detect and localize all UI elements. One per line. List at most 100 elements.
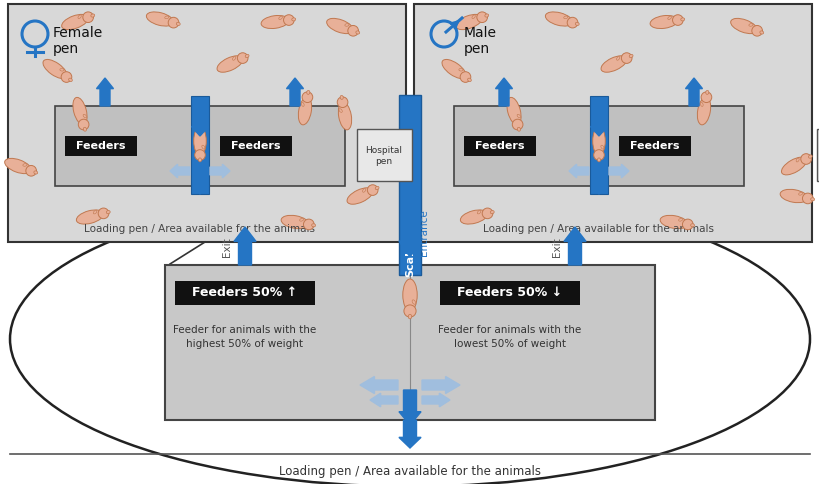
Ellipse shape [165,16,169,19]
Ellipse shape [299,218,303,221]
FancyArrow shape [422,393,450,407]
Ellipse shape [477,211,480,214]
Ellipse shape [699,102,702,106]
Text: Feeders 50% ↓: Feeders 50% ↓ [457,287,562,300]
Text: Exit: Exit [551,237,561,257]
FancyArrow shape [286,78,303,106]
Ellipse shape [311,224,315,227]
Ellipse shape [678,218,682,221]
Ellipse shape [298,97,311,125]
Ellipse shape [408,315,411,319]
Ellipse shape [147,12,174,26]
Bar [219,136,292,156]
Text: Feeder for animals with the
lowest 50% of weight: Feeder for animals with the lowest 50% o… [438,325,581,348]
Ellipse shape [340,95,343,99]
Text: Feeders: Feeders [630,141,679,151]
Ellipse shape [60,69,64,71]
Circle shape [482,208,492,219]
Ellipse shape [281,215,309,228]
Bar [8,4,811,242]
Bar [440,281,579,305]
FancyArrow shape [563,227,586,265]
Ellipse shape [455,15,482,30]
Circle shape [593,150,604,160]
Ellipse shape [563,16,568,19]
FancyArrow shape [360,377,397,393]
Text: 3: 3 [505,253,573,346]
Circle shape [477,12,486,23]
FancyArrow shape [369,393,397,407]
Text: 3: 3 [676,277,743,370]
Bar [0,242,819,484]
Bar [165,265,654,420]
Ellipse shape [193,127,206,155]
Ellipse shape [484,14,488,17]
Ellipse shape [93,211,97,214]
Ellipse shape [616,57,619,60]
Ellipse shape [441,60,465,78]
Text: 3: 3 [620,344,678,424]
Circle shape [194,150,205,160]
Ellipse shape [306,91,310,94]
Text: Loading pen / Area available for the animals: Loading pen / Area available for the ani… [483,224,713,234]
Ellipse shape [69,78,72,81]
Ellipse shape [649,15,677,29]
Ellipse shape [795,158,799,162]
FancyArrow shape [590,111,607,136]
Ellipse shape [781,157,806,175]
Text: Male
pen: Male pen [464,26,496,56]
Ellipse shape [659,215,687,228]
FancyArrow shape [685,78,702,106]
Ellipse shape [597,158,600,162]
FancyArrow shape [591,176,605,194]
Ellipse shape [338,102,351,130]
Circle shape [800,154,811,165]
Text: 3: 3 [381,323,438,405]
Ellipse shape [338,109,342,112]
Bar [174,281,314,305]
Bar [191,96,209,194]
FancyArrow shape [609,164,628,178]
FancyArrow shape [399,420,420,448]
Ellipse shape [84,127,86,131]
Ellipse shape [346,188,373,204]
Ellipse shape [680,18,684,21]
Text: Entrance: Entrance [419,210,428,257]
Ellipse shape [600,56,627,72]
Bar [8,4,405,242]
FancyArrow shape [97,78,113,106]
Ellipse shape [345,24,349,26]
Text: Feeders: Feeders [475,141,524,151]
Text: 3: 3 [66,277,133,370]
Text: Loading pen / Area available for the animals: Loading pen / Area available for the ani… [278,466,541,479]
Ellipse shape [779,189,807,203]
Ellipse shape [459,69,463,71]
Ellipse shape [43,60,67,78]
FancyArrow shape [568,164,588,178]
Ellipse shape [5,158,31,174]
Bar [356,129,411,181]
Ellipse shape [490,211,494,213]
Bar [464,136,536,156]
Text: Feeders 50% ↑: Feeders 50% ↑ [192,287,297,300]
FancyArrow shape [192,111,208,136]
Ellipse shape [301,102,304,106]
Bar [816,129,819,181]
Ellipse shape [506,97,520,124]
Ellipse shape [10,192,809,484]
Ellipse shape [412,300,415,304]
Ellipse shape [696,97,710,125]
Ellipse shape [201,145,205,149]
FancyArrow shape [210,164,229,178]
Circle shape [237,53,247,63]
FancyArrow shape [170,164,190,178]
Circle shape [301,92,312,103]
Ellipse shape [73,97,87,124]
Ellipse shape [375,186,378,190]
Ellipse shape [467,78,471,81]
Ellipse shape [83,114,87,118]
Circle shape [83,12,93,23]
Bar [618,136,690,156]
Text: Scale: Scale [405,243,414,277]
Ellipse shape [76,210,103,224]
